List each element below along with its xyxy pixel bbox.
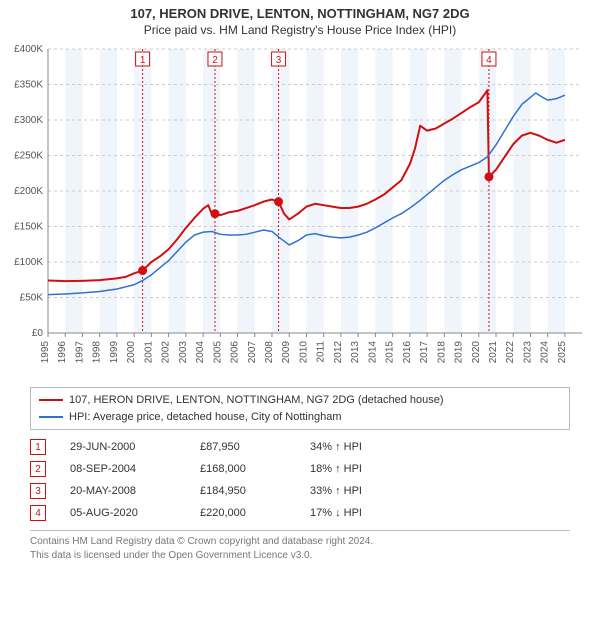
legend-label: 107, HERON DRIVE, LENTON, NOTTINGHAM, NG…	[69, 392, 444, 409]
svg-text:3: 3	[276, 55, 282, 66]
chart-svg: £0 £50K £100K £150K £200K £250K £300K £350K £400…	[0, 41, 600, 381]
legend-label: HPI: Average price, detached house, City…	[69, 409, 342, 426]
legend-item: HPI: Average price, detached house, City…	[39, 409, 561, 426]
svg-text:2019: 2019	[454, 341, 465, 364]
svg-text:£350K: £350K	[14, 80, 43, 91]
row-price: £168,000	[200, 463, 310, 475]
row-price: £87,950	[200, 441, 310, 453]
svg-text:2004: 2004	[195, 341, 206, 364]
legend-swatch	[39, 399, 63, 401]
row-pct: 17% ↓ HPI	[310, 507, 410, 519]
table-row: 3 20-MAY-2008 £184,950 33% ↑ HPI	[30, 480, 570, 502]
chart-subtitle: Price paid vs. HM Land Registry's House …	[0, 21, 600, 41]
svg-text:2014: 2014	[367, 341, 378, 364]
svg-text:2025: 2025	[557, 341, 568, 364]
svg-text:£150K: £150K	[14, 222, 43, 233]
svg-text:£0: £0	[32, 328, 44, 339]
row-pct: 34% ↑ HPI	[310, 441, 410, 453]
table-row: 2 08-SEP-2004 £168,000 18% ↑ HPI	[30, 458, 570, 480]
table-row: 1 29-JUN-2000 £87,950 34% ↑ HPI	[30, 436, 570, 458]
svg-text:2: 2	[212, 55, 218, 66]
svg-text:2020: 2020	[471, 341, 482, 364]
svg-text:2023: 2023	[522, 341, 533, 364]
svg-text:2003: 2003	[178, 341, 189, 364]
chart-container: 107, HERON DRIVE, LENTON, NOTTINGHAM, NG…	[0, 0, 600, 563]
footer-line: Contains HM Land Registry data © Crown c…	[30, 535, 570, 549]
svg-text:1996: 1996	[57, 341, 68, 364]
svg-text:1995: 1995	[40, 341, 51, 364]
row-marker: 2	[30, 461, 46, 477]
row-marker: 4	[30, 505, 46, 521]
svg-text:2016: 2016	[402, 341, 413, 364]
svg-text:4: 4	[486, 55, 492, 66]
row-price: £184,950	[200, 485, 310, 497]
legend-item: 107, HERON DRIVE, LENTON, NOTTINGHAM, NG…	[39, 392, 561, 409]
svg-text:1: 1	[140, 55, 146, 66]
svg-text:1998: 1998	[92, 341, 103, 364]
svg-text:2013: 2013	[350, 341, 361, 364]
svg-text:2017: 2017	[419, 341, 430, 364]
footer: Contains HM Land Registry data © Crown c…	[30, 530, 570, 563]
svg-text:2015: 2015	[385, 341, 396, 364]
row-price: £220,000	[200, 507, 310, 519]
chart-title: 107, HERON DRIVE, LENTON, NOTTINGHAM, NG…	[0, 0, 600, 21]
svg-text:£300K: £300K	[14, 115, 43, 126]
legend: 107, HERON DRIVE, LENTON, NOTTINGHAM, NG…	[30, 387, 570, 430]
svg-text:2002: 2002	[161, 341, 172, 364]
svg-text:2000: 2000	[126, 341, 137, 364]
svg-text:2007: 2007	[247, 341, 258, 364]
row-date: 05-AUG-2020	[70, 507, 200, 519]
svg-text:2011: 2011	[316, 341, 327, 363]
svg-text:2009: 2009	[281, 341, 292, 364]
svg-text:£250K: £250K	[14, 151, 43, 162]
svg-text:1999: 1999	[109, 341, 120, 364]
row-date: 29-JUN-2000	[70, 441, 200, 453]
svg-text:2024: 2024	[540, 341, 551, 364]
svg-text:2012: 2012	[333, 341, 344, 364]
table-row: 4 05-AUG-2020 £220,000 17% ↓ HPI	[30, 502, 570, 524]
svg-text:2006: 2006	[230, 341, 241, 364]
row-marker: 3	[30, 483, 46, 499]
svg-text:2001: 2001	[143, 341, 154, 364]
svg-text:£50K: £50K	[20, 293, 44, 304]
row-pct: 18% ↑ HPI	[310, 463, 410, 475]
svg-text:2005: 2005	[212, 341, 223, 364]
svg-text:2022: 2022	[505, 341, 516, 364]
footer-line: This data is licensed under the Open Gov…	[30, 549, 570, 563]
row-pct: 33% ↑ HPI	[310, 485, 410, 497]
row-marker: 1	[30, 439, 46, 455]
svg-text:£200K: £200K	[14, 186, 43, 197]
svg-text:£400K: £400K	[14, 44, 43, 55]
svg-text:2018: 2018	[436, 341, 447, 364]
svg-text:£100K: £100K	[14, 257, 43, 268]
sales-table: 1 29-JUN-2000 £87,950 34% ↑ HPI 2 08-SEP…	[30, 436, 570, 524]
svg-text:2021: 2021	[488, 341, 499, 364]
svg-text:2008: 2008	[264, 341, 275, 364]
row-date: 08-SEP-2004	[70, 463, 200, 475]
chart-plot-area: £0 £50K £100K £150K £200K £250K £300K £350K £400…	[0, 41, 600, 381]
row-date: 20-MAY-2008	[70, 485, 200, 497]
legend-swatch	[39, 416, 63, 418]
svg-text:2010: 2010	[298, 341, 309, 364]
svg-text:1997: 1997	[74, 341, 85, 364]
